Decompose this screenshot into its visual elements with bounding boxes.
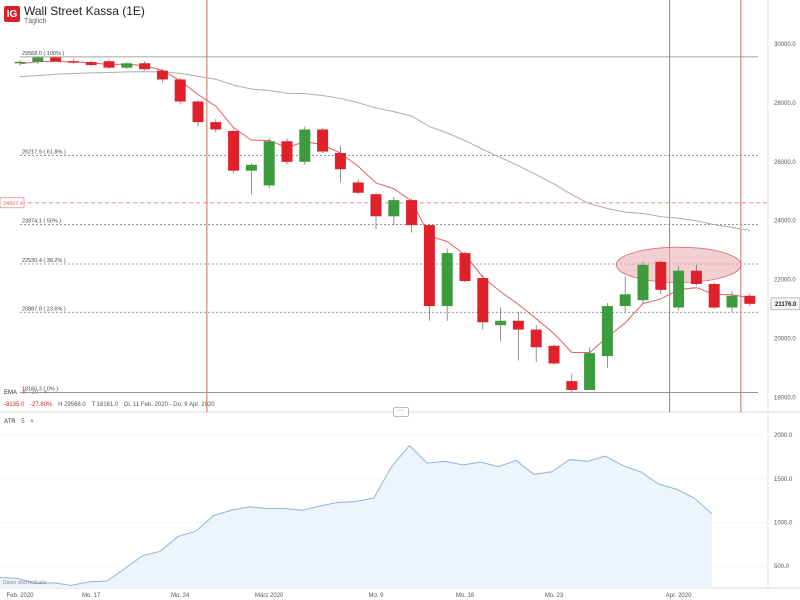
reference-label: 24607.4	[3, 201, 23, 207]
candle-down	[228, 130, 240, 171]
candle-up	[584, 353, 596, 390]
price-tick-label: 30000.0	[774, 42, 796, 48]
atr-area	[0, 445, 712, 588]
candle-up	[121, 63, 133, 68]
date-tick-label: Mo. 17	[82, 593, 101, 599]
ema-label: EMA	[4, 390, 17, 396]
fib-level-label: 20887.8 ( 23.6% )	[22, 306, 66, 312]
atr-close-icon[interactable]: ×	[30, 419, 34, 425]
candle-up	[388, 200, 400, 217]
candle-up	[441, 253, 453, 307]
candle-down	[85, 62, 97, 66]
candle-up	[637, 264, 649, 301]
ema-5-line	[19, 61, 750, 354]
fib-level-label: 18160.3 ( 0% )	[22, 387, 58, 393]
atr-tick-label: 2000.0	[774, 433, 793, 439]
candle-up	[619, 294, 631, 307]
candle-up	[673, 270, 685, 308]
candle-up	[245, 164, 257, 171]
price-tick-label: 20000.0	[774, 336, 796, 342]
fib-level-label: 22530.4 ( 38.2% )	[22, 258, 66, 264]
last-price-tag	[770, 297, 800, 311]
fib-level-label: 29568.0 ( 100% )	[22, 51, 64, 57]
price-stats: -8135.0 -27.80% H 29568.0 T 18161.0 Di. …	[4, 402, 215, 408]
atr-param: 5	[21, 419, 25, 425]
candle-down	[352, 182, 364, 193]
candle-down	[370, 194, 382, 217]
fib-level-label: 26217.9 ( 61.8% )	[22, 149, 66, 155]
candle-down	[548, 345, 560, 364]
timeframe-label: Täglich	[24, 18, 47, 25]
candle-up	[299, 129, 311, 162]
ig-logo: IG	[4, 6, 20, 22]
date-tick-label: Mo. 24	[171, 593, 190, 599]
candle-down	[423, 225, 435, 307]
candle-down	[334, 153, 346, 170]
candle-down	[67, 61, 79, 63]
panel-divider-handle[interactable]: ⋯	[393, 407, 409, 417]
ema-30-line	[19, 71, 750, 231]
stat-low: T 18161.0	[91, 402, 119, 408]
candle-down	[690, 270, 702, 284]
candle-down	[406, 200, 418, 226]
price-tick-label: 24000.0	[774, 219, 796, 225]
ema-param-fast: 5	[22, 390, 26, 396]
atr-legend[interactable]: ATR 5 ×	[4, 419, 34, 425]
stat-range: Di. 11 Feb. 2020 - Do. 9 Apr. 2020	[124, 402, 215, 408]
candle-up	[495, 320, 507, 326]
candle-down	[744, 295, 756, 304]
candle-up	[32, 57, 44, 62]
candle-down	[655, 261, 667, 290]
stat-change: -8135.0	[4, 402, 25, 408]
candle-down	[210, 122, 222, 130]
stat-high: H 29568.0	[58, 402, 86, 408]
date-tick-label: Mo. 9	[368, 593, 384, 599]
candle-up	[601, 306, 613, 357]
ema-param-slow: 30	[31, 390, 39, 396]
chart-title: Wall Street Kassa (1E)	[24, 4, 145, 18]
price-tick-label: 18000.0	[774, 395, 796, 401]
candle-up	[14, 61, 26, 64]
ema-close-icon[interactable]: ×	[43, 390, 48, 396]
atr-label: ATR	[4, 419, 16, 425]
candle-down	[192, 101, 204, 123]
date-tick-label: Apr. 2020	[666, 593, 692, 599]
atr-line	[0, 444, 713, 586]
candle-down	[459, 253, 471, 282]
candle-down	[708, 283, 720, 308]
ema-legend[interactable]: EMA 5 30 ×	[4, 390, 47, 396]
price-tick-label: 22000.0	[774, 278, 796, 284]
candle-down	[530, 329, 542, 348]
candle-down	[103, 61, 115, 68]
date-tick-label: Feb. 2020	[6, 593, 34, 599]
date-tick-label: März 2020	[255, 593, 284, 599]
date-tick-label: Mo. 16	[456, 593, 475, 599]
atr-tick-label: 1000.0	[774, 520, 793, 526]
candle-up	[263, 141, 275, 186]
atr-tick-label: 1500.0	[774, 477, 793, 483]
candle-down	[50, 57, 62, 62]
atr-tick-label: 500.0	[774, 564, 790, 570]
stat-change-pct: -27.80%	[30, 402, 53, 408]
candle-down	[281, 141, 293, 162]
candle-down	[477, 278, 489, 323]
price-tick-label: 26000.0	[774, 160, 796, 166]
candle-down	[512, 320, 524, 330]
candle-down	[317, 129, 329, 152]
fib-level-label: 23874.1 ( 50% )	[22, 218, 61, 224]
candle-down	[156, 70, 168, 80]
reference-tag	[0, 197, 25, 209]
candle-down	[139, 63, 151, 70]
candle-up	[726, 295, 738, 308]
candle-down	[174, 79, 186, 102]
indicative-note: Daten sind indikativ	[3, 580, 47, 586]
date-tick-label: Mo. 23	[545, 593, 564, 599]
price-tick-label: 28000.0	[774, 101, 796, 107]
last-price-label: 21176.0	[775, 302, 797, 308]
candle-down	[566, 381, 578, 390]
